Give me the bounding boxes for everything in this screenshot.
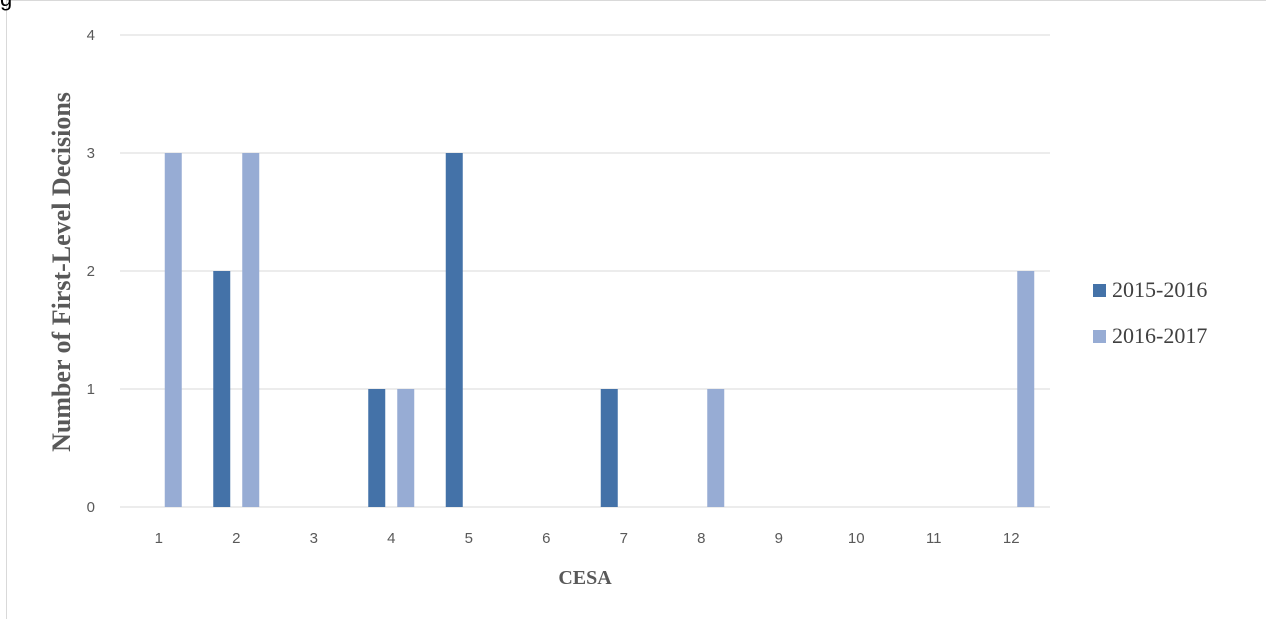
x-tick-label: 6 (542, 530, 550, 547)
bar-2015-2016-4 (368, 389, 386, 507)
top-text-fragment: g (0, 0, 12, 12)
legend: 2015-2016 2016-2017 (1093, 277, 1207, 348)
y-tick-label: 0 (87, 499, 95, 516)
bar-2016-2017-12 (1017, 271, 1035, 507)
y-tick-label: 1 (87, 381, 95, 398)
bar-2016-2017-2 (242, 153, 260, 507)
gridlines (120, 34, 1050, 508)
legend-swatch (1093, 330, 1106, 343)
bar-2015-2016-5 (445, 153, 463, 507)
legend-label: 2015-2016 (1112, 277, 1207, 302)
x-tick-label: 1 (155, 530, 163, 547)
bar-2016-2017-4 (397, 389, 415, 507)
chart-frame (6, 0, 1266, 619)
bar-2016-2017-1 (164, 153, 182, 507)
y-axis-title: Number of First-Level Decisions (47, 92, 76, 452)
y-tick-label: 3 (87, 145, 95, 162)
x-tick-labels: 1 2 3 4 5 6 7 8 9 10 11 12 (155, 530, 1020, 547)
bar-2015-2016-7 (600, 389, 618, 507)
y-tick-labels: 0 1 2 3 4 (87, 27, 95, 516)
x-tick-label: 11 (926, 530, 942, 547)
bar-2015-2016-2 (213, 271, 231, 507)
x-tick-label: 4 (387, 530, 395, 547)
x-tick-label: 9 (775, 530, 783, 547)
legend-label: 2016-2017 (1112, 323, 1207, 348)
y-tick-label: 4 (87, 27, 95, 44)
x-tick-label: 10 (848, 530, 865, 547)
bars (164, 153, 1035, 507)
x-tick-label: 7 (620, 530, 628, 547)
x-tick-label: 2 (232, 530, 240, 547)
x-tick-label: 3 (310, 530, 318, 547)
x-tick-label: 12 (1003, 530, 1020, 547)
x-axis-title: CESA (558, 567, 612, 589)
x-tick-label: 8 (697, 530, 705, 547)
y-tick-label: 2 (87, 263, 95, 280)
legend-swatch (1093, 284, 1106, 297)
bar-2016-2017-8 (707, 389, 725, 507)
x-tick-label: 5 (465, 530, 473, 547)
